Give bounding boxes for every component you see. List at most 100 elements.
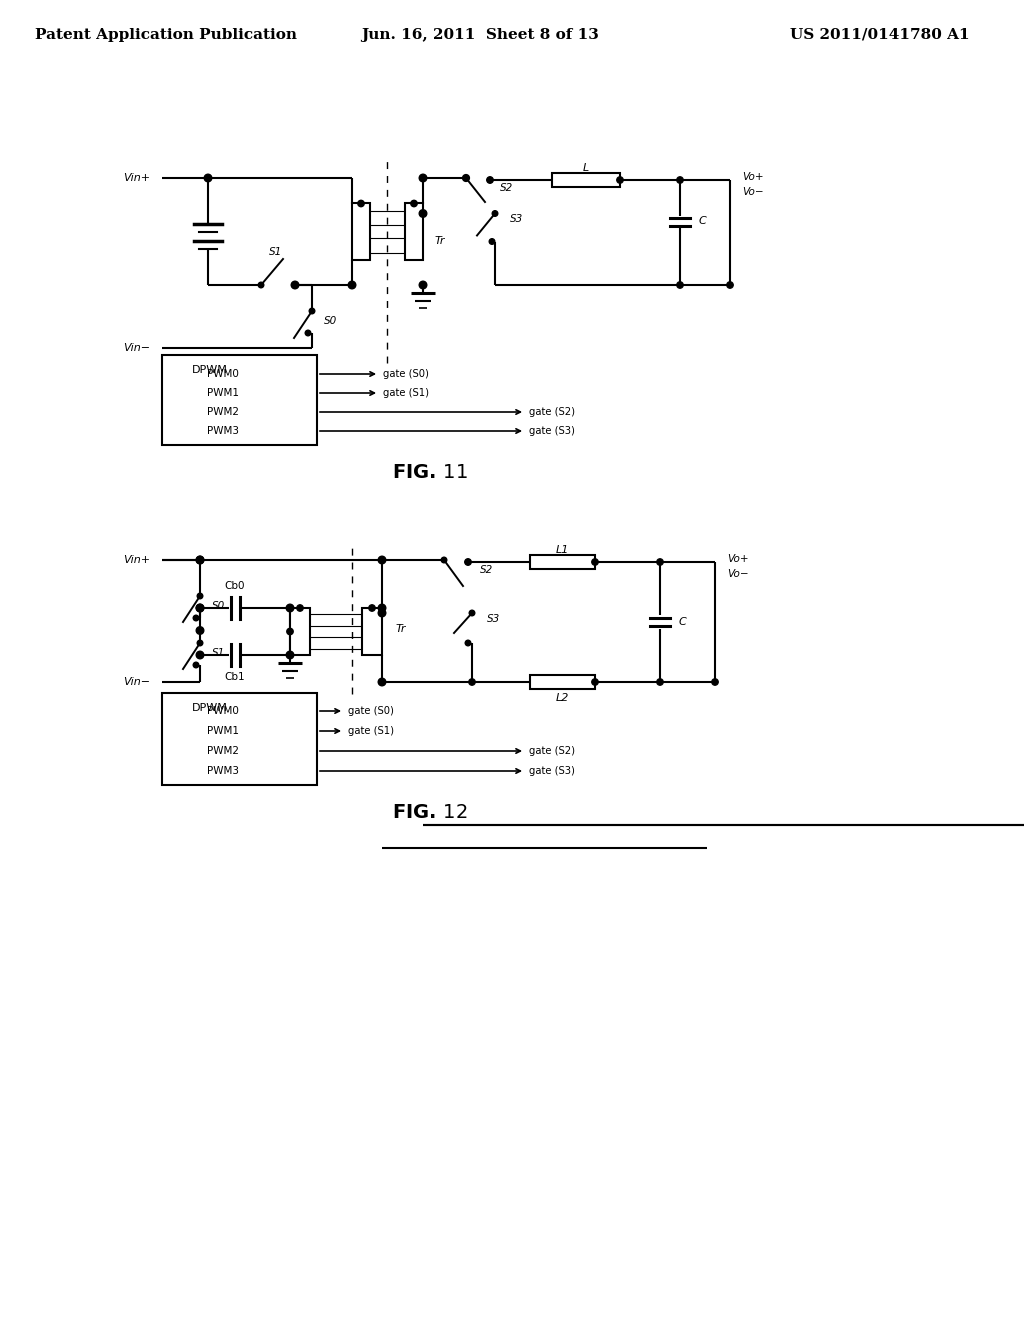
Circle shape [677,177,683,183]
Circle shape [378,610,386,616]
Text: S1: S1 [269,247,283,257]
Text: US 2011/0141780 A1: US 2011/0141780 A1 [791,28,970,42]
Circle shape [309,308,314,314]
Circle shape [465,558,471,565]
Circle shape [487,177,493,182]
Text: Vin−: Vin− [123,343,150,352]
Text: Vin+: Vin+ [123,554,150,565]
Text: S1: S1 [212,648,225,657]
Bar [352,203,370,260]
Text: Vin−: Vin− [123,677,150,686]
Bar [530,554,595,569]
Circle shape [197,556,204,564]
Circle shape [197,605,204,611]
Text: gate (S0): gate (S0) [348,706,394,715]
Circle shape [489,239,495,244]
Text: Vo+: Vo+ [742,172,764,182]
Circle shape [194,663,199,668]
Circle shape [616,177,624,183]
Text: S3: S3 [510,214,523,224]
Text: Cb1: Cb1 [224,672,246,682]
Text: gate (S1): gate (S1) [383,388,429,399]
Text: PWM1: PWM1 [207,388,239,399]
Text: FIG. $\it{11}$: FIG. $\it{11}$ [392,462,468,482]
Circle shape [727,281,733,288]
Text: gate (S3): gate (S3) [529,426,574,436]
Circle shape [305,330,311,335]
Circle shape [194,615,199,620]
Circle shape [287,628,293,635]
Circle shape [357,201,365,207]
Circle shape [493,211,498,216]
Circle shape [291,281,299,289]
Circle shape [369,605,375,611]
Circle shape [197,627,204,635]
Text: PWM3: PWM3 [207,766,239,776]
Text: PWM2: PWM2 [207,407,239,417]
Circle shape [465,560,471,565]
Text: S3: S3 [487,614,501,624]
Circle shape [469,678,475,685]
Circle shape [463,176,469,181]
Circle shape [198,593,203,599]
Circle shape [411,201,417,207]
Text: Vo−: Vo− [727,569,749,579]
Circle shape [297,605,303,611]
Circle shape [441,557,446,562]
Text: Patent Application Publication: Patent Application Publication [35,28,297,42]
Bar [290,609,310,655]
Text: Tr: Tr [435,236,445,247]
Circle shape [197,556,204,564]
Circle shape [204,174,212,182]
Circle shape [419,281,427,289]
Text: DPWM: DPWM [193,704,228,713]
Circle shape [465,640,471,645]
Circle shape [197,605,204,611]
Text: Vo−: Vo− [742,187,764,197]
Circle shape [419,210,427,218]
Circle shape [292,282,298,288]
Circle shape [486,177,494,183]
Text: L: L [583,162,589,173]
Text: S2: S2 [500,183,513,193]
Circle shape [656,558,664,565]
Circle shape [286,605,294,611]
Circle shape [656,678,664,685]
Text: Cb0: Cb0 [224,581,246,591]
Text: L2: L2 [556,693,569,704]
Bar [162,693,317,785]
Circle shape [469,610,475,616]
Text: C: C [678,616,686,627]
Text: DPWM: DPWM [193,366,228,375]
Text: S0: S0 [212,601,225,611]
Text: L1: L1 [556,545,569,554]
Circle shape [197,651,204,659]
Text: Vo+: Vo+ [727,554,749,564]
Text: PWM0: PWM0 [207,370,239,379]
Text: FIG. $\it{12}$: FIG. $\it{12}$ [392,803,468,821]
Circle shape [286,651,294,659]
Text: PWM0: PWM0 [207,706,239,715]
Circle shape [712,678,718,685]
Circle shape [378,605,386,611]
Text: S0: S0 [324,315,337,326]
Text: gate (S2): gate (S2) [529,746,575,756]
Text: gate (S0): gate (S0) [383,370,429,379]
Bar [552,173,620,187]
Bar [530,675,595,689]
Text: gate (S2): gate (S2) [529,407,575,417]
Circle shape [378,678,386,686]
Text: PWM1: PWM1 [207,726,239,737]
Circle shape [419,174,427,182]
Text: S2: S2 [480,565,494,576]
Text: Tr: Tr [396,624,407,634]
Text: C: C [698,216,706,227]
Bar [362,609,382,655]
Circle shape [258,282,264,288]
Text: Jun. 16, 2011  Sheet 8 of 13: Jun. 16, 2011 Sheet 8 of 13 [361,28,599,42]
Text: gate (S3): gate (S3) [529,766,574,776]
Text: PWM3: PWM3 [207,426,239,436]
Text: PWM2: PWM2 [207,746,239,756]
Bar [406,203,423,260]
Circle shape [463,174,469,181]
